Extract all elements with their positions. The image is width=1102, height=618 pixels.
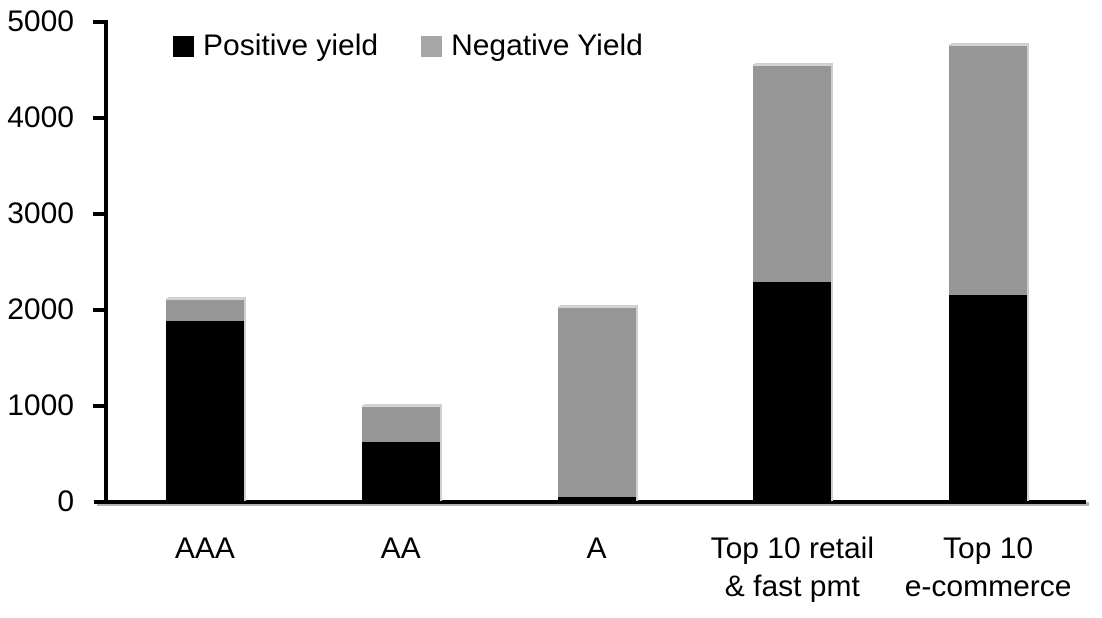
x-axis-line [94, 500, 1086, 504]
bar-top-10-retail [753, 64, 832, 502]
bar-segment-positive-yield [949, 294, 1028, 502]
y-axis-tick-label: 5000 [7, 5, 74, 38]
bar-segment-positive-yield [753, 282, 832, 502]
y-axis-tick-label: 4000 [7, 101, 74, 134]
x-axis-category-label: AAA [174, 532, 235, 565]
x-axis-category-label: Top 10 retail & fast pmt [710, 532, 875, 603]
legend-label-positive-yield: Positive yield [203, 29, 379, 62]
y-axis-tick [93, 308, 107, 312]
bar-segment-negative-yield [165, 298, 244, 321]
x-axis-category-label: Top 10 e-commerce [904, 532, 1072, 603]
legend-item-negative-yield: Negative Yield [421, 29, 643, 63]
y-axis-tick [93, 20, 107, 24]
x-axis-category-label: AA [380, 532, 421, 565]
legend-item-positive-yield: Positive yield [173, 29, 378, 63]
y-axis-tick [93, 116, 107, 120]
bar-segment-negative-yield [949, 44, 1028, 295]
bar-aaa [165, 298, 244, 502]
bar-segment-negative-yield [361, 405, 440, 443]
y-axis-tick-label: 1000 [7, 389, 74, 422]
legend: Positive yield Negative Yield [173, 29, 643, 63]
bar-segment-positive-yield [361, 442, 440, 502]
legend-label-negative-yield: Negative Yield [451, 29, 643, 62]
y-axis-tick-label: 3000 [7, 197, 74, 230]
negative-yield-swatch-icon [421, 35, 443, 57]
bar-aa [361, 405, 440, 502]
bar-segment-positive-yield [557, 497, 636, 502]
y-axis-line [104, 20, 108, 504]
y-axis-tick [93, 404, 107, 408]
bar-segment-positive-yield [165, 320, 244, 502]
bar-a [557, 306, 636, 502]
y-axis-tick-label: 2000 [7, 293, 74, 326]
y-axis-tick-label: 0 [57, 485, 74, 518]
x-axis-category-label: A [586, 532, 607, 565]
bar-segment-negative-yield [753, 64, 832, 283]
y-axis-tick [93, 212, 107, 216]
positive-yield-swatch-icon [173, 35, 194, 57]
bar-top-10 [949, 44, 1028, 502]
bar-segment-negative-yield [557, 306, 636, 498]
